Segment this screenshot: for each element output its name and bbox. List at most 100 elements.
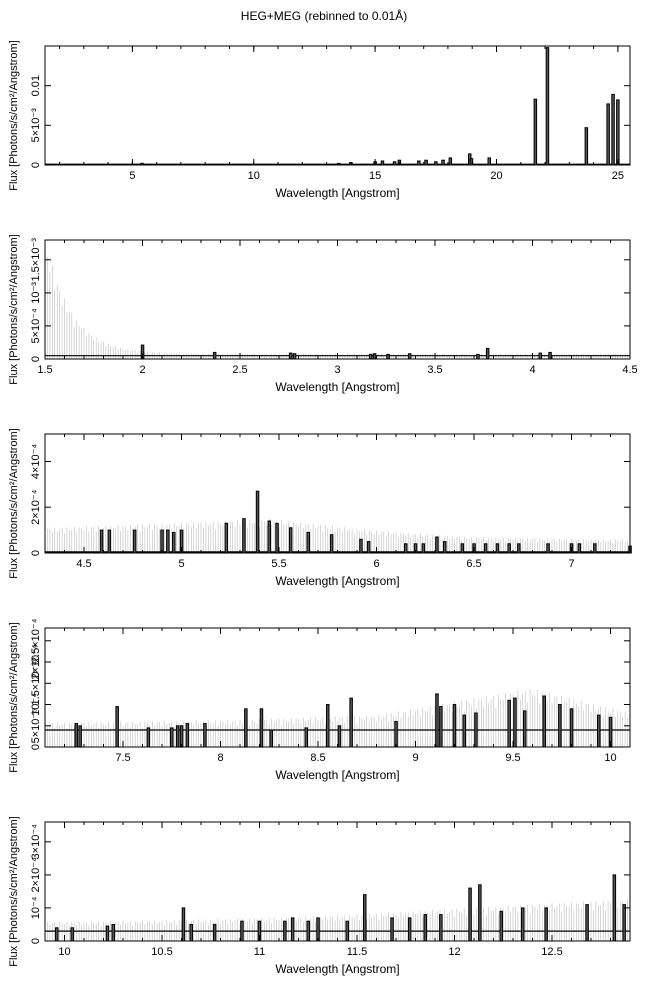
bar-mark bbox=[507, 699, 511, 748]
plot-frame bbox=[44, 45, 631, 166]
y-tick-label: 10⁻³ bbox=[30, 282, 42, 304]
x-axis bbox=[44, 822, 631, 941]
x-tick-label: 9 bbox=[412, 752, 418, 764]
bar-mark bbox=[107, 529, 112, 554]
bar-mark bbox=[548, 351, 552, 360]
bar-mark bbox=[306, 920, 310, 942]
x-tick-label: 2 bbox=[139, 364, 145, 376]
chart-panel-5: 10 10.5 11 11.5 12 12.5 0 10⁻⁴ 2×10⁻⁴3×10⁻⁴ Wavel… bbox=[8, 816, 631, 976]
bar-mark bbox=[288, 527, 293, 554]
bar-mark bbox=[372, 353, 377, 360]
bar-mark bbox=[55, 927, 59, 942]
bar-mark bbox=[368, 353, 373, 360]
y-tick-label: 5×10⁻³ bbox=[30, 108, 42, 143]
x-tick-label: 20 bbox=[490, 170, 502, 182]
bar-mark bbox=[439, 914, 443, 942]
x-tick-label: 10 bbox=[58, 946, 70, 958]
bar-mark bbox=[507, 543, 511, 554]
x-tick-label: 4.5 bbox=[622, 364, 637, 376]
error-bars bbox=[44, 899, 631, 941]
y-tick-label: 10⁻⁴ bbox=[30, 693, 42, 716]
bar-mark bbox=[468, 887, 472, 942]
y-axis-title: Flux [Photons/s/cm²/Angstrom] bbox=[8, 40, 20, 190]
bar-mark bbox=[70, 927, 74, 942]
bar-mark bbox=[606, 103, 610, 166]
bar-mark bbox=[115, 706, 119, 748]
bar-mark bbox=[478, 884, 482, 942]
x-tick-label: 15 bbox=[369, 170, 381, 182]
y-tick-label: 0.01 bbox=[30, 75, 42, 96]
bar-mark bbox=[474, 712, 478, 748]
bar-mark bbox=[172, 531, 176, 554]
bar-mark bbox=[612, 874, 617, 942]
bar-mark bbox=[240, 920, 244, 942]
bar-mark bbox=[435, 536, 439, 554]
bar-mark bbox=[170, 727, 174, 748]
bar-mark bbox=[485, 347, 490, 360]
bar-mark bbox=[189, 924, 193, 942]
bar-mark bbox=[533, 98, 538, 166]
bar-mark bbox=[538, 352, 542, 360]
bar-mark bbox=[337, 725, 342, 748]
y-tick-label: 1.5×10⁻⁴ bbox=[30, 661, 42, 706]
bar-mark bbox=[544, 907, 548, 942]
bar-mark bbox=[611, 93, 615, 166]
bar-mark bbox=[495, 543, 500, 554]
y-tick-label: 2×10⁻⁴ bbox=[30, 644, 42, 680]
bar-mark bbox=[435, 693, 439, 748]
y-tick-label: 0 bbox=[30, 938, 42, 944]
bar-mark bbox=[259, 708, 264, 748]
bar-mark bbox=[439, 706, 443, 748]
x-axis-title: Wavelength [Angstrom] bbox=[275, 962, 399, 976]
x-tick-label: 6 bbox=[373, 558, 379, 570]
x-tick-label: 6.5 bbox=[466, 558, 481, 570]
chart-panel-4: 7.5 8 8.5 9 9.5 10 05×10⁻⁵10⁻⁴1.5×10⁻⁴2×10⁻⁴2.… bbox=[8, 618, 631, 782]
x-axis-title: Wavelength [Angstrom] bbox=[275, 574, 399, 588]
y-tick-label: 0 bbox=[30, 744, 42, 750]
bar-mark bbox=[517, 543, 521, 554]
bar-mark bbox=[499, 910, 503, 942]
y-tick-label: 3×10⁻⁴ bbox=[30, 824, 42, 860]
x-tick-label: 11 bbox=[254, 946, 265, 958]
bar-mark bbox=[316, 917, 320, 942]
bar-mark bbox=[74, 723, 78, 748]
chart-panel-1: 5 10 15 20 25 0 5×10⁻³ 0.01 Wavelength [Angstrom… bbox=[8, 40, 631, 200]
bar-mark bbox=[417, 160, 421, 166]
y-tick-label: 2.5×10⁻⁴ bbox=[30, 618, 42, 663]
x-tick-label: 12 bbox=[448, 946, 460, 958]
error-bars bbox=[44, 239, 631, 359]
error-bars bbox=[44, 689, 631, 747]
series-bars bbox=[45, 47, 620, 166]
bar-mark bbox=[203, 723, 207, 748]
x-axis bbox=[59, 46, 619, 165]
bar-mark bbox=[292, 353, 297, 360]
y-axis bbox=[45, 259, 630, 360]
chart-panel-3: 4.5 5 5.5 6 6.5 7 0 2×10⁻⁴ 4×10⁻⁴ Wavelength [Ang… bbox=[8, 428, 632, 588]
y-axis bbox=[45, 841, 630, 942]
y-tick-label: 5×10⁻⁵ bbox=[30, 708, 42, 743]
x-tick-label: 8.5 bbox=[310, 752, 325, 764]
x-tick-label: 5.5 bbox=[271, 558, 286, 570]
series-bars bbox=[74, 693, 613, 748]
bar-mark bbox=[407, 353, 412, 360]
y-tick-label: 10⁻⁴ bbox=[30, 896, 42, 919]
x-tick-label: 7.5 bbox=[115, 752, 130, 764]
x-tick-label: 9.5 bbox=[505, 752, 520, 764]
x-tick-label: 10.5 bbox=[151, 946, 172, 958]
bar-mark bbox=[476, 353, 480, 360]
bar-mark bbox=[212, 924, 217, 942]
series-bars bbox=[99, 490, 632, 554]
bar-mark bbox=[304, 727, 308, 748]
bar-mark bbox=[306, 531, 310, 554]
y-axis bbox=[45, 640, 630, 748]
x-tick-label: 11.5 bbox=[347, 946, 368, 958]
bar-mark bbox=[380, 160, 385, 166]
bar-mark bbox=[546, 543, 550, 554]
bar-mark bbox=[224, 522, 229, 554]
bar-mark bbox=[132, 529, 137, 554]
x-axis bbox=[44, 628, 631, 747]
bar-mark bbox=[363, 894, 367, 942]
x-axis-title: Wavelength [Angstrom] bbox=[275, 768, 399, 782]
y-tick-label: 1.5×10⁻³ bbox=[30, 238, 42, 282]
bar-mark bbox=[166, 529, 170, 554]
